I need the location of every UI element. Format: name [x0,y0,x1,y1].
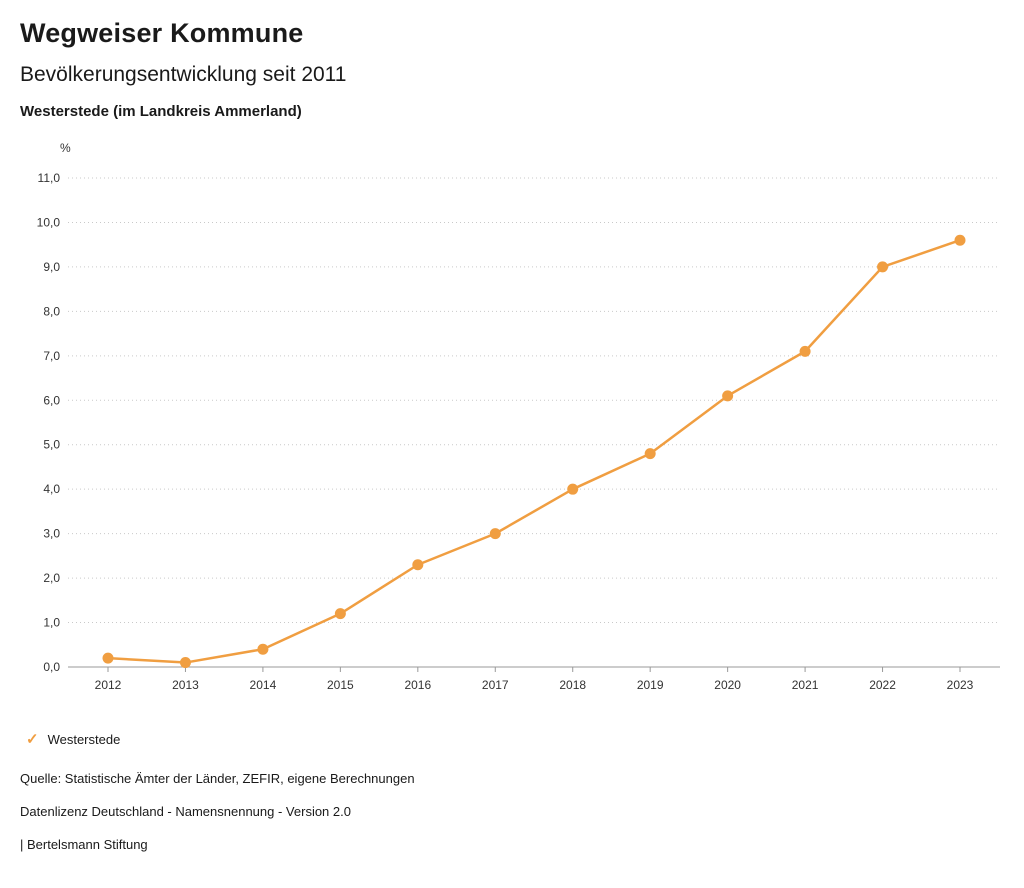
publisher-text: | Bertelsmann Stiftung [20,837,148,852]
data-point[interactable] [877,261,889,273]
x-tick-label: 2018 [559,678,586,692]
y-tick-label: 9,0 [43,260,60,274]
data-point[interactable] [334,608,346,620]
x-tick-label: 2015 [327,678,354,692]
y-tick-label: 6,0 [43,393,60,407]
region-subtitle: Westerstede (im Landkreis Ammerland) [20,103,302,120]
data-point[interactable] [412,559,424,571]
chart-canvas: % 0,0 1,0 2,0 3,0 4,0 5,0 6,0 7,0 8,0 9,0 10,0 11,0 2… [37,141,1000,692]
x-tick-label: 2022 [869,678,896,692]
y-tick-label: 8,0 [43,304,60,318]
data-point[interactable] [799,345,811,357]
data-point[interactable] [954,234,966,246]
series-line [106,238,962,664]
license-text: Datenlizenz Deutschland - Namensnennung … [20,804,351,819]
x-tick-label: 2019 [637,678,664,692]
x-tick-label: 2017 [482,678,509,692]
app-title: Wegweiser Kommune [20,18,304,48]
line-chart: % 0,0 1,0 2,0 3,0 4,0 5,0 6,0 7,0 8,0 9,0 10,0 11,0 2… [20,130,1004,715]
chart-title: Bevölkerungsentwicklung seit 2011 [20,63,347,86]
y-tick-label: 11,0 [38,171,61,185]
x-tick-label: 2016 [404,678,431,692]
legend[interactable]: ✓ Westerstede [26,729,1004,749]
x-tick-label: 2023 [947,678,974,692]
data-point[interactable] [102,652,114,664]
y-tick-label: 7,0 [43,349,60,363]
x-tick-label: 2021 [792,678,819,692]
footer: Quelle: Statistische Ämter der Länder, Z… [20,771,1004,852]
x-tick-label: 2012 [95,678,122,692]
y-axis-unit-label: % [60,141,71,155]
y-tick-label: 5,0 [43,438,60,452]
x-tick-label: 2013 [172,678,199,692]
y-tick-label: 0,0 [43,660,60,674]
data-point[interactable] [722,390,734,402]
y-tick-label: 3,0 [43,527,60,541]
check-icon: ✓ [26,730,39,748]
data-point[interactable] [257,643,269,655]
data-point[interactable] [567,483,579,495]
x-tick-label: 2020 [714,678,741,692]
data-point[interactable] [179,657,191,669]
data-point[interactable] [644,448,656,460]
x-tick-label: 2014 [250,678,277,692]
source-text: Quelle: Statistische Ämter der Länder, Z… [20,771,415,786]
y-tick-label: 2,0 [43,571,60,585]
y-tick-label: 10,0 [37,215,61,229]
y-tick-label: 4,0 [43,482,60,496]
data-point[interactable] [489,528,501,540]
legend-label: Westerstede [47,731,121,747]
y-tick-label: 1,0 [43,616,60,630]
